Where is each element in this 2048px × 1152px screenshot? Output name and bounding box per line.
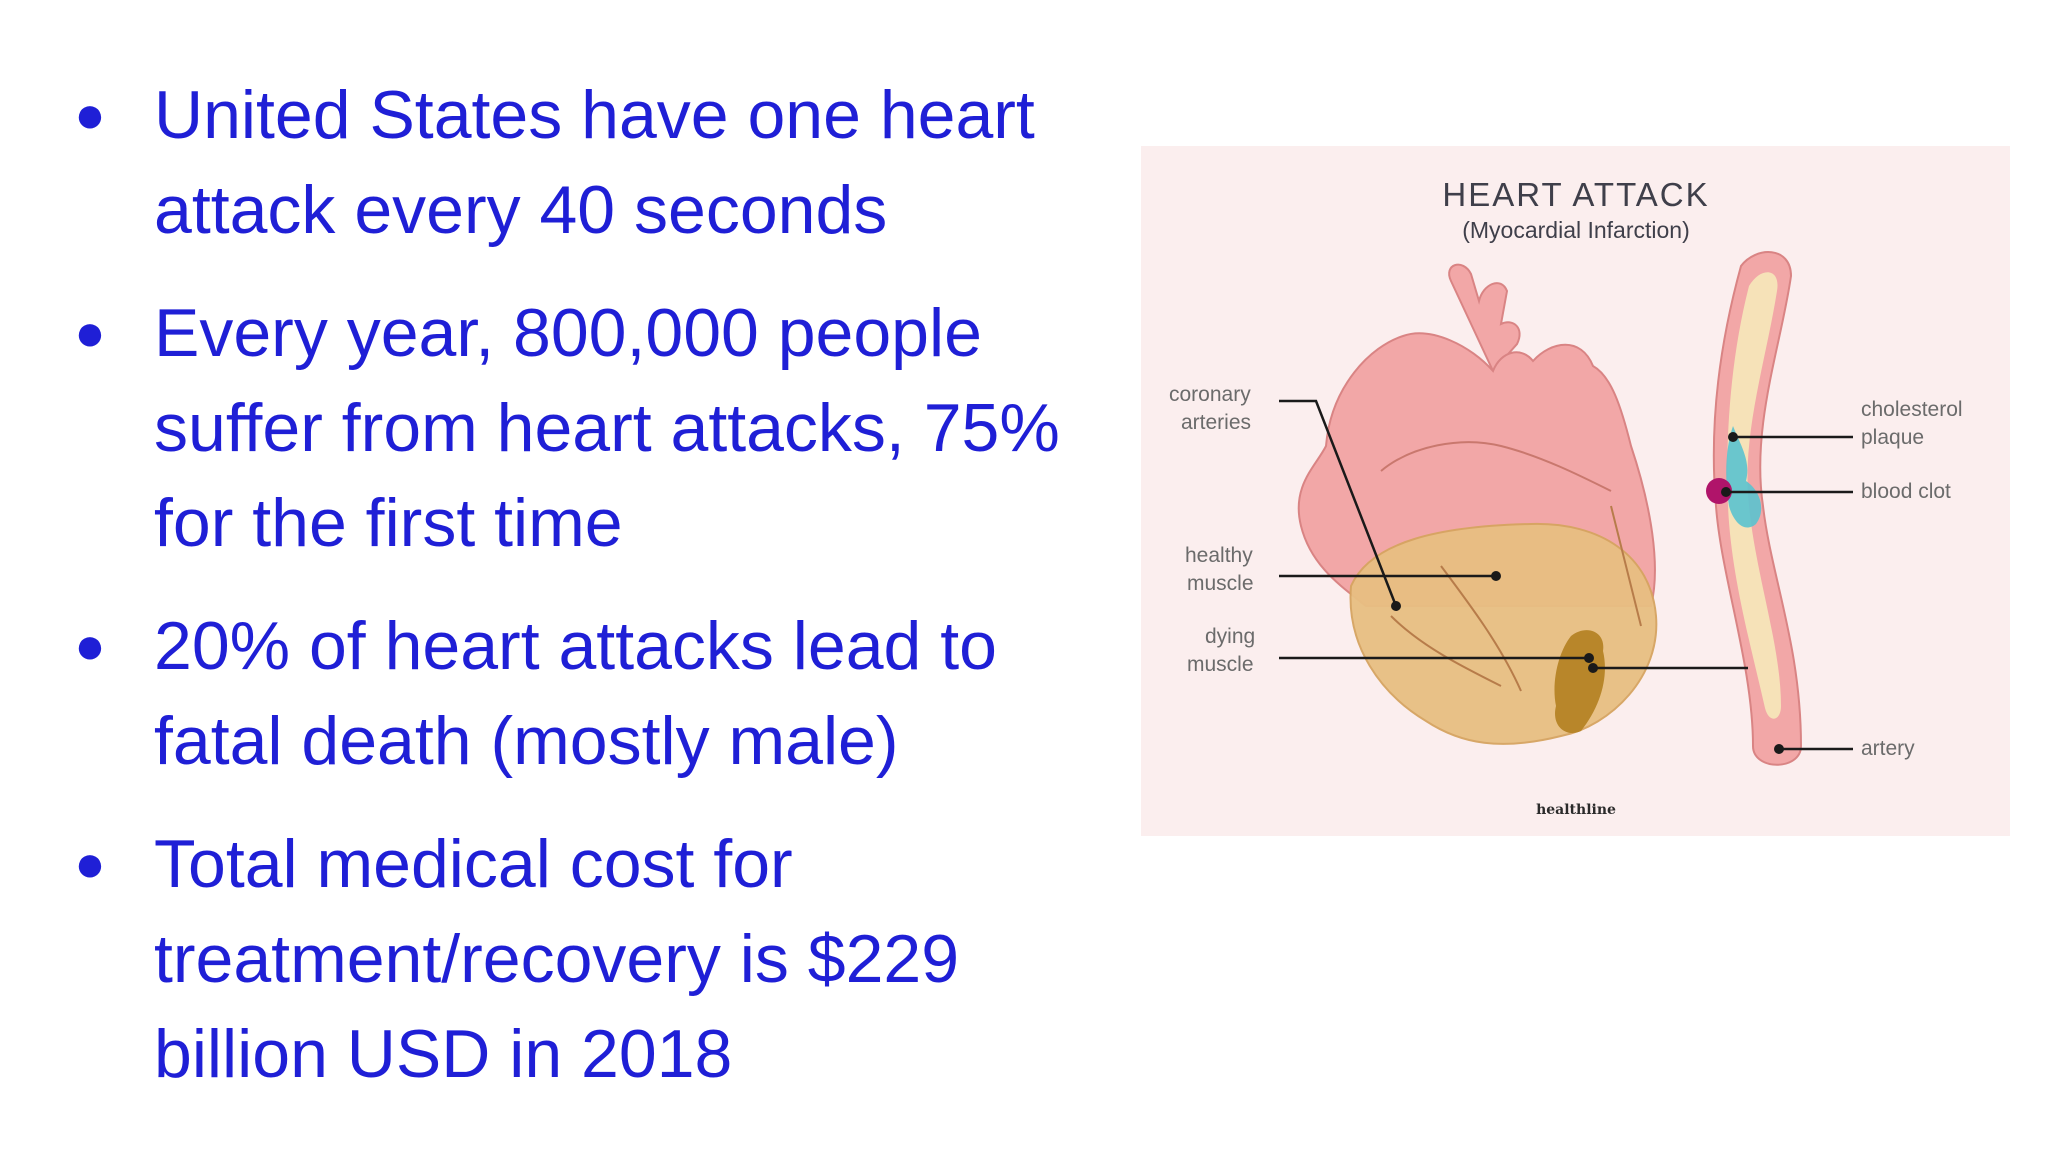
label-cholesterol: cholesterol	[1861, 398, 1963, 421]
figure-title: HEART ATTACK	[1442, 176, 1709, 213]
bullet-item: ● Total medical cost for treatment/recov…	[70, 817, 1080, 1102]
bullet-marker: ●	[74, 304, 106, 362]
bullet-text: 20% of heart attacks lead to fatal death…	[154, 608, 997, 779]
bullet-marker: ●	[74, 617, 106, 675]
heart-shape	[1297, 263, 1658, 745]
label-arteries: arteries	[1181, 411, 1251, 434]
brand-logo: healthline	[1536, 802, 1616, 818]
label-coronary: coronary	[1169, 383, 1251, 406]
leader-lines	[1279, 399, 1853, 754]
bullet-text: Every year, 800,000 people suffer from h…	[154, 295, 1060, 561]
artery-shape	[1706, 251, 1803, 766]
bullet-text: United States have one heart attack ever…	[154, 77, 1035, 248]
label-plaque: plaque	[1861, 426, 1924, 449]
heart-attack-diagram: HEART ATTACK (Myocardial Infarction)	[1169, 176, 1963, 818]
label-dying-muscle: muscle	[1187, 653, 1254, 676]
bullet-item: ● Every year, 800,000 people suffer from…	[70, 286, 1080, 571]
bullet-item: ● 20% of heart attacks lead to fatal dea…	[70, 599, 1080, 789]
bullet-list: ● United States have one heart attack ev…	[70, 68, 1080, 1130]
label-dying: dying	[1205, 625, 1255, 648]
label-healthy: healthy	[1185, 544, 1253, 567]
heart-attack-illustration: HEART ATTACK (Myocardial Infarction)	[1141, 146, 2010, 836]
bullet-item: ● United States have one heart attack ev…	[70, 68, 1080, 258]
bullet-text: Total medical cost for treatment/recover…	[154, 826, 960, 1092]
figure-subtitle: (Myocardial Infarction)	[1462, 217, 1690, 243]
label-blood-clot: blood clot	[1861, 480, 1951, 503]
label-artery: artery	[1861, 737, 1915, 760]
label-healthy-muscle: muscle	[1187, 572, 1254, 595]
bullet-marker: ●	[74, 86, 106, 144]
bullet-marker: ●	[74, 835, 106, 893]
